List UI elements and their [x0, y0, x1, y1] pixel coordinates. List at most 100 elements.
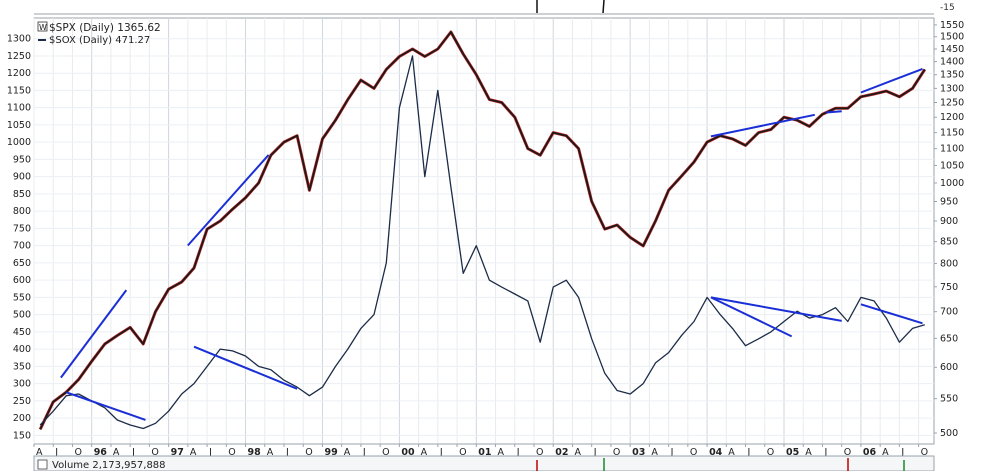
y-left-tick-label: 550: [13, 292, 31, 303]
y-right-tick-label: 1300: [940, 83, 964, 94]
y-left-tick-label: 250: [13, 396, 31, 407]
x-year-label: 02: [555, 447, 568, 458]
y-left-tick-label: 1300: [7, 34, 31, 45]
spx-trendline: [710, 113, 816, 138]
x-month-label: A: [113, 447, 120, 458]
spx-trendline: [826, 110, 842, 114]
y-left-tick-label: 1000: [7, 137, 31, 148]
x-month-label: A: [728, 447, 735, 458]
y-left-tick-label: 700: [13, 241, 31, 252]
y-left-tick-label: 350: [13, 361, 31, 372]
x-month-label: O: [536, 447, 543, 458]
x-month-label: A: [805, 447, 812, 458]
x-year-label: 96: [94, 447, 108, 458]
top-panel-mark: [602, 0, 605, 14]
spx-trendline: [860, 67, 923, 94]
y-right-tick-label: 1500: [940, 32, 964, 43]
x-month-label: O: [459, 447, 466, 458]
y-right-tick-label: 1550: [940, 20, 964, 31]
y-left-tick-label: 150: [13, 430, 31, 441]
x-month-label: J: [54, 447, 58, 458]
y-left-tick-label: 1250: [7, 51, 31, 62]
x-month-label: J: [823, 447, 827, 458]
x-month-label: J: [285, 447, 289, 458]
x-axis-labels: A J O 96 A J O 97 A J O 98 A J O 99 A J O 00 A J O 01 A J O 02 A J O 03…: [36, 447, 928, 458]
x-month-label: J: [747, 447, 751, 458]
y-axis-left: 150 200 250 300 350 400 450 500 550 600 650 700 750 8…: [7, 34, 31, 442]
y-left-tick-label: 850: [13, 189, 31, 200]
x-month-label: A: [651, 447, 658, 458]
sox-series-line: [39, 55, 925, 430]
y-left-tick-label: 1200: [7, 68, 31, 79]
y-right-tick-label: 500: [940, 428, 958, 439]
y-axis-right: 500 550 600 650 700 750 800 850 900 950 1000 1050 11…: [934, 20, 964, 439]
spx-trendline: [60, 289, 128, 379]
x-grid: [33, 18, 920, 447]
y-right-tick-label: 1050: [940, 160, 964, 171]
y-right-tick-label: 1100: [940, 144, 964, 155]
trendline-layer: [60, 67, 923, 421]
x-year-label: 01: [478, 447, 491, 458]
x-month-label: A: [344, 447, 351, 458]
y-right-tick-label: 700: [940, 307, 958, 318]
spx-trendline: [187, 154, 270, 247]
x-year-label: 97: [171, 447, 184, 458]
x-month-label: J: [131, 447, 135, 458]
y-left-tick-label: 800: [13, 206, 31, 217]
x-month-label: J: [670, 447, 674, 458]
x-month-label: J: [593, 447, 597, 458]
x-year-label: 99: [324, 447, 337, 458]
x-year-label: 03: [632, 447, 645, 458]
volume-label: Volume 2,173,957,888: [52, 460, 166, 471]
y-right-tick-label: 650: [940, 333, 958, 344]
y-right-tick-label: 750: [940, 282, 958, 293]
x-month-label: J: [439, 447, 443, 458]
x-month-label: O: [382, 447, 389, 458]
x-month-label: A: [36, 447, 43, 458]
y-left-tick-label: 1100: [7, 103, 31, 114]
y-right-tick-label: 1000: [940, 178, 964, 189]
x-month-label: O: [844, 447, 851, 458]
x-month-label: O: [228, 447, 235, 458]
x-year-label: 04: [709, 447, 723, 458]
x-month-label: O: [74, 447, 81, 458]
legend-spx-marker: [37, 21, 48, 32]
y-left-tick-label: 950: [13, 154, 31, 165]
sox-trendline: [710, 296, 793, 338]
x-month-label: A: [190, 447, 197, 458]
x-month-label: O: [921, 447, 928, 458]
x-month-label: A: [267, 447, 274, 458]
x-month-label: O: [690, 447, 697, 458]
x-year-label: 06: [863, 447, 877, 458]
x-month-label: O: [151, 447, 158, 458]
y-right-tick-label: 600: [940, 362, 958, 373]
sox-trendline: [710, 296, 842, 322]
top-panel-tick-label: -15: [940, 3, 955, 13]
y-right-tick-label: 950: [940, 196, 958, 207]
y-left-tick-label: 400: [13, 344, 31, 355]
y-left-tick-label: 900: [13, 172, 31, 183]
y-left-tick-label: 200: [13, 413, 31, 424]
y-right-tick-label: 1450: [940, 44, 964, 55]
x-month-label: O: [767, 447, 774, 458]
y-right-tick-label: 1200: [940, 112, 964, 123]
x-month-label: J: [516, 447, 520, 458]
legend-spx-marker-glyph: W: [39, 23, 47, 32]
y-right-tick-label: 900: [940, 216, 958, 227]
legend-spx-text: $SPX (Daily) 1365.62: [49, 22, 161, 34]
y-left-tick-label: 650: [13, 258, 31, 269]
volume-panel: [33, 455, 935, 472]
x-month-label: J: [208, 447, 212, 458]
y-right-tick-label: 1150: [940, 128, 964, 139]
sox-trendline: [860, 303, 923, 325]
y-left-tick-label: 300: [13, 379, 31, 390]
x-month-label: O: [613, 447, 620, 458]
x-year-label: 00: [401, 447, 415, 458]
y-left-tick-label: 500: [13, 310, 31, 321]
x-year-label: 98: [248, 447, 262, 458]
y-right-tick-label: 1250: [940, 98, 964, 109]
y-left-tick-label: 1050: [7, 120, 31, 131]
x-month-label: A: [574, 447, 581, 458]
sox-trendline: [193, 345, 298, 390]
